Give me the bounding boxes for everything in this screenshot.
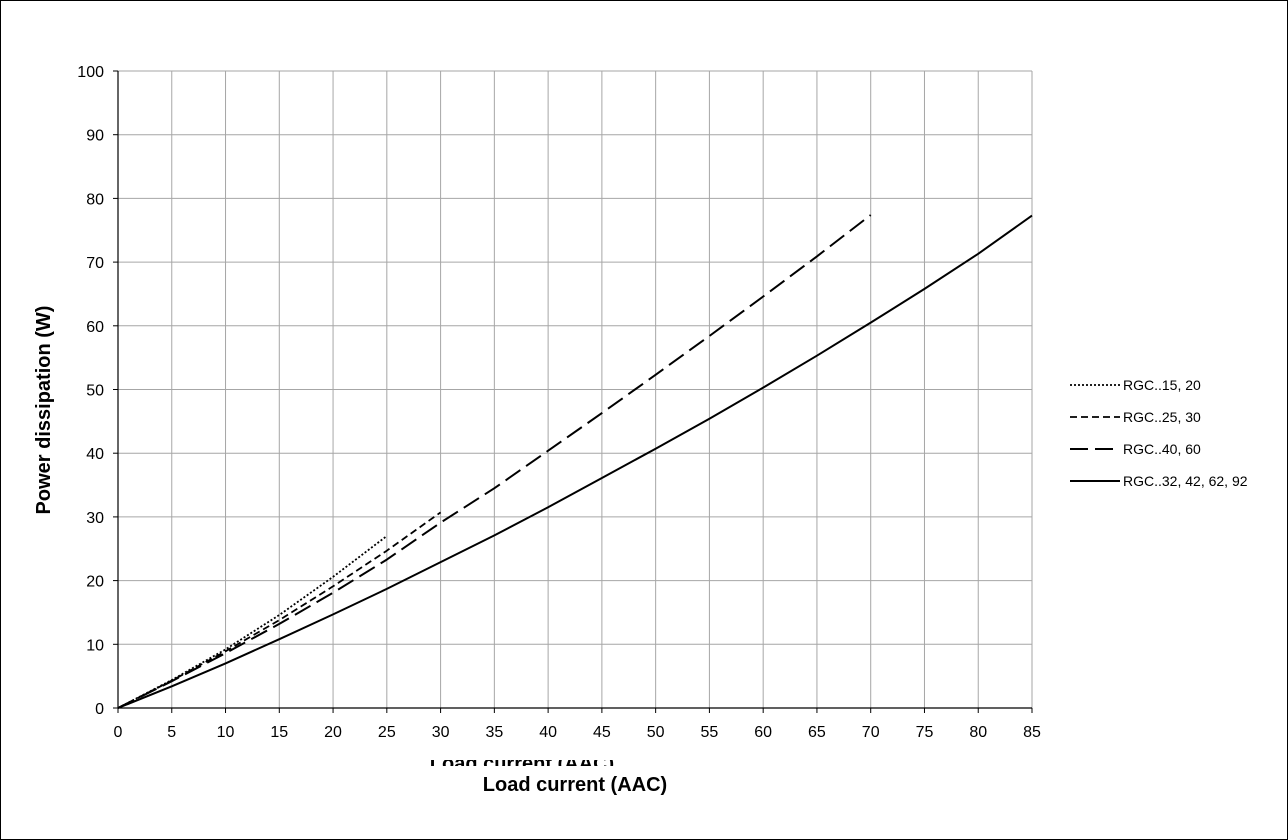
x-tick-label: 55: [701, 724, 719, 741]
x-axis-title: Load current (AAC): [483, 774, 667, 796]
y-tick-label: 50: [86, 383, 104, 400]
x-tick-label: 75: [916, 724, 934, 741]
x-tick-labels: 0 5 10 15 20 25 30 35 40 45 50 55 60 65 70 75 80 85: [114, 724, 1041, 741]
x-tick-label: 5: [167, 724, 176, 741]
x-tick-label: 10: [217, 724, 235, 741]
x-tick-label: 40: [539, 724, 557, 741]
series-line: [117, 214, 1033, 709]
x-tick-label: 20: [324, 724, 342, 741]
y-tick-label: 60: [86, 319, 104, 336]
x-tick-label: 15: [270, 724, 288, 741]
axes: [113, 70, 1033, 713]
x-tick-label: 45: [593, 724, 611, 741]
y-tick-label: 40: [86, 446, 104, 463]
x-tick-label: 25: [378, 724, 396, 741]
x-axis-title-ghost: Load current (AAC): [430, 753, 614, 775]
y-tick-label: 10: [86, 637, 104, 654]
y-axis-title: Power dissipation (W): [33, 306, 55, 515]
y-tick-label: 30: [86, 510, 104, 527]
y-tick-label: 70: [86, 255, 104, 272]
x-tick-label: 80: [969, 724, 987, 741]
y-tick-label: 100: [77, 64, 104, 81]
y-tick-labels: 0 10 20 30 40 50 60 70 80 90 100: [77, 64, 104, 718]
y-tick-label: 0: [95, 701, 104, 718]
legend-label: RGC..40, 60: [1123, 441, 1201, 457]
y-tick-label: 20: [86, 574, 104, 591]
grid: [118, 70, 1033, 708]
x-tick-label: 60: [754, 724, 772, 741]
series-lines: [117, 214, 1033, 709]
x-tick-label: 65: [808, 724, 826, 741]
x-tick-label: 70: [862, 724, 880, 741]
x-tick-label: 0: [114, 724, 123, 741]
legend-label: RGC..25, 30: [1123, 409, 1201, 425]
legend-label: RGC..32, 42, 62, 92: [1123, 473, 1248, 489]
x-tick-label: 30: [432, 724, 450, 741]
y-tick-label: 80: [86, 191, 104, 208]
legend: RGC..15, 20 RGC..25, 30 RGC..40, 60 RGC..32…: [1070, 377, 1248, 489]
x-tick-label: 35: [485, 724, 503, 741]
y-tick-label: 90: [86, 128, 104, 145]
x-tick-label: 85: [1023, 724, 1041, 741]
legend-label: RGC..15, 20: [1123, 377, 1201, 393]
series-line: [117, 214, 872, 709]
x-tick-label: 50: [647, 724, 665, 741]
